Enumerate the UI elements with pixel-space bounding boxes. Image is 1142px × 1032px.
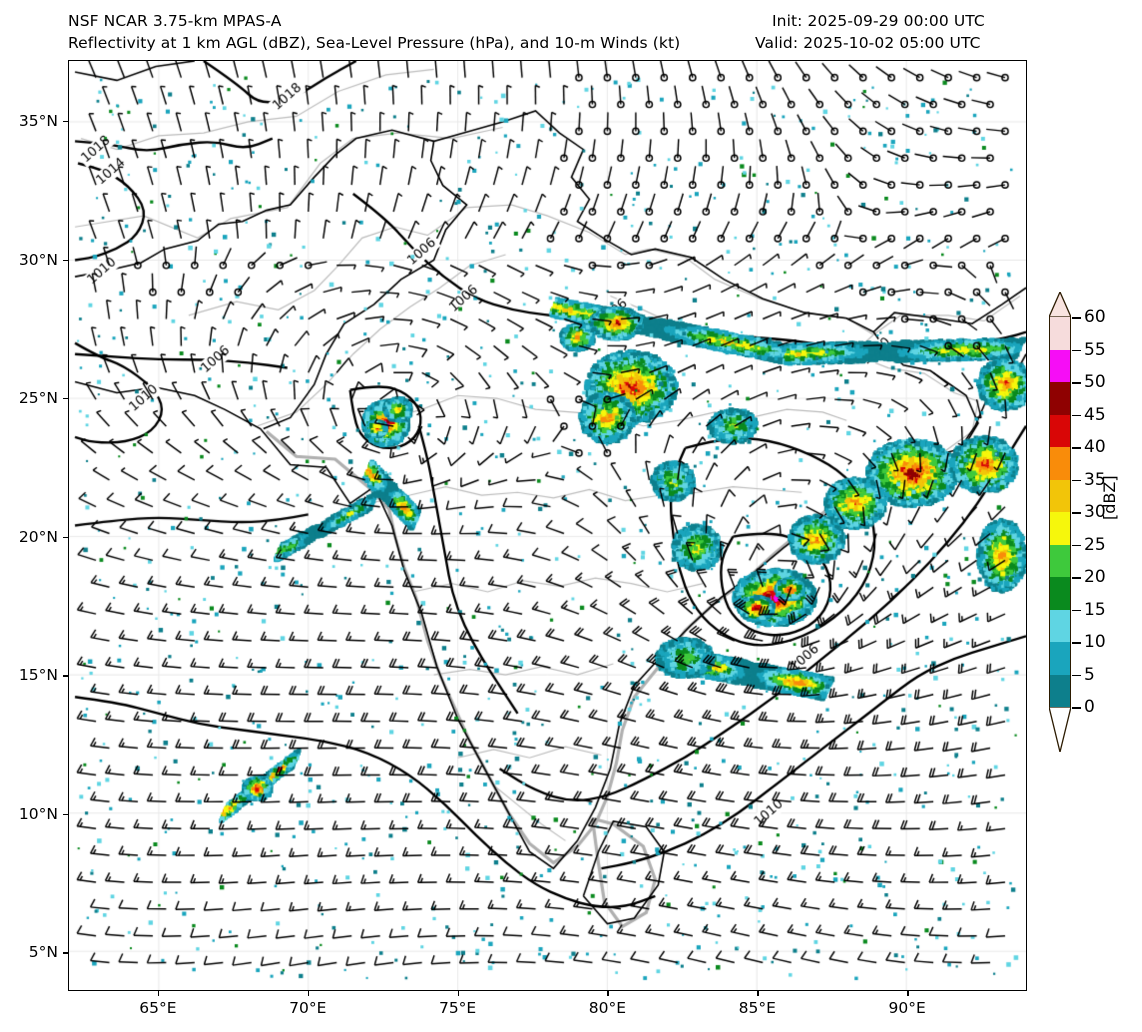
colorbar-tick-mark <box>1072 707 1081 709</box>
colorbar-tick-label: 15 <box>1084 599 1106 620</box>
latitude-tick-label: 15°N <box>18 666 58 685</box>
map-plot-area <box>68 60 1027 991</box>
colorbar-tick-mark <box>1072 382 1081 384</box>
colorbar-band <box>1050 577 1070 610</box>
latitude-tick-label: 20°N <box>18 527 58 546</box>
colorbar-gradient <box>1049 317 1071 707</box>
longitude-tick-label: 65°E <box>139 999 177 1017</box>
colorbar-band <box>1050 512 1070 545</box>
longitude-tick-mark <box>157 991 160 996</box>
colorbar-tick-mark <box>1072 479 1081 481</box>
colorbar-unit-label: [dBZ] <box>1100 475 1119 520</box>
colorbar-band <box>1050 642 1070 675</box>
init-time-label: Init: 2025-09-29 00:00 UTC <box>772 12 985 30</box>
latitude-tick-label: 5°N <box>28 943 58 962</box>
map-canvas <box>69 61 1026 990</box>
colorbar-tick-mark <box>1072 447 1081 449</box>
colorbar-tick-label: 0 <box>1084 697 1095 717</box>
longitude-tick-mark <box>757 991 759 996</box>
longitude-tick-label: 90°E <box>888 999 926 1017</box>
colorbar-tick-mark <box>1072 544 1081 546</box>
colorbar-band <box>1050 414 1070 447</box>
colorbar-band <box>1050 317 1070 350</box>
colorbar-tick-label: 45 <box>1084 404 1106 425</box>
colorbar-under-arrow <box>1049 707 1071 752</box>
colorbar-tick-mark <box>1072 414 1081 416</box>
latitude-tick-mark <box>63 120 68 123</box>
valid-time-label: Valid: 2025-10-02 05:00 UTC <box>755 34 981 52</box>
latitude-tick-label: 10°N <box>18 804 58 823</box>
colorbar-tick-mark <box>1072 609 1081 611</box>
colorbar-tick-label: 30 <box>1084 502 1106 522</box>
colorbar-tick-mark <box>1072 577 1081 579</box>
latitude-tick-mark <box>63 952 68 954</box>
field-description: Reflectivity at 1 km AGL (dBZ), Sea-Leve… <box>68 34 681 52</box>
latitude-tick-label: 35°N <box>18 111 58 130</box>
latitude-tick-mark <box>63 813 68 816</box>
colorbar-tick-mark <box>1072 512 1081 514</box>
longitude-tick-label: 75°E <box>438 999 477 1017</box>
longitude-tick-mark <box>457 991 459 996</box>
colorbar-band <box>1050 609 1070 642</box>
colorbar-over-arrow <box>1049 292 1071 317</box>
colorbar-tick-mark <box>1072 317 1081 319</box>
colorbar-tick-label: 20 <box>1084 567 1106 587</box>
colorbar-tick-label: 5 <box>1084 664 1095 685</box>
colorbar-band <box>1050 674 1070 707</box>
longitude-tick-mark <box>907 991 909 996</box>
longitude-tick-label: 85°E <box>738 999 776 1017</box>
latitude-tick-mark <box>63 536 68 538</box>
latitude-tick-mark <box>63 259 68 261</box>
colorbar-tick-label: 50 <box>1084 372 1106 392</box>
colorbar-tick-mark <box>1072 349 1081 351</box>
latitude-tick-mark <box>63 398 68 400</box>
longitude-tick-mark <box>307 991 310 996</box>
longitude-tick-label: 70°E <box>289 999 327 1017</box>
colorbar-tick-label: 40 <box>1084 437 1106 457</box>
colorbar-tick-label: 55 <box>1084 339 1106 360</box>
colorbar-band <box>1050 479 1070 512</box>
colorbar-band <box>1050 544 1070 577</box>
colorbar-band <box>1050 447 1070 480</box>
longitude-tick-mark <box>607 991 609 996</box>
longitude-tick-label: 80°E <box>588 999 627 1017</box>
colorbar-tick-label: 60 <box>1084 307 1106 327</box>
latitude-tick-label: 30°N <box>18 250 58 269</box>
colorbar-tick-mark <box>1072 674 1081 676</box>
latitude-tick-label: 25°N <box>18 389 58 408</box>
colorbar-tick-label: 35 <box>1084 469 1106 490</box>
colorbar-band <box>1050 349 1070 382</box>
colorbar-tick-label: 25 <box>1084 534 1106 555</box>
colorbar-tick-label: 10 <box>1084 632 1106 652</box>
model-title: NSF NCAR 3.75-km MPAS-A <box>68 12 282 30</box>
colorbar-tick-mark <box>1072 642 1081 644</box>
colorbar-band <box>1050 382 1070 415</box>
reflectivity-colorbar: 0 5 10 15 20 25 30 35 40 45 50 55 60 <box>1046 292 1106 752</box>
latitude-tick-mark <box>63 675 68 677</box>
